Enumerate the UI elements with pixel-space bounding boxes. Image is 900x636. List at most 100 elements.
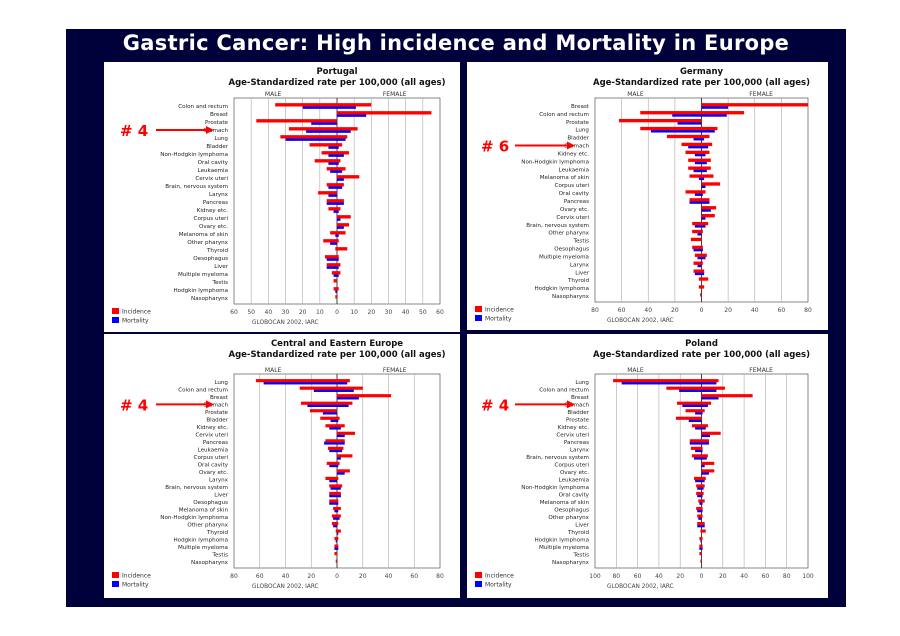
bar-male-incidence-kidney-etc [691,424,702,428]
x-tick-label: 80 [436,573,444,580]
chart-title: Portugal [316,67,357,77]
bar-male-incidence-other-pharynx [692,229,702,234]
category-label-kidney-etc: Kidney etc. [558,151,590,157]
bar-female-mortality-multiple-myeloma [701,546,703,550]
category-label-thyroid: Thyroid [567,530,589,536]
bar-female-incidence-oral-cavity [701,491,704,496]
bar-female-mortality-oesophagus [337,257,339,261]
bar-male-incidence-thyroid [335,529,337,533]
bar-female-incidence-non-hodgkin-lymphoma [701,484,705,488]
bar-female-incidence-oesophagus [337,499,339,503]
bar-male-incidence-pancreas [326,199,337,203]
category-label-prostate: Prostate [566,417,590,423]
legend-label-mortality: Mortality [122,582,149,589]
bar-male-incidence-larynx [318,191,337,195]
bar-male-incidence-pancreas [325,439,337,443]
bar-female-mortality-pancreas [701,200,710,204]
bar-male-mortality-brain-nervous-system [330,486,337,490]
bar-female-incidence-melanoma-of-skin [701,174,714,178]
category-label-breast: Breast [210,395,229,401]
bar-female-incidence-hodgkin-lymphoma [337,536,339,541]
bar-male-mortality-non-hodgkin-lymphoma [697,486,702,490]
bar-female-incidence-multiple-myeloma [337,271,341,275]
bar-female-mortality-breast [701,396,719,400]
bar-female-incidence-oral-cavity [701,190,706,194]
bar-female-incidence-kidney-etc [701,150,710,154]
bar-male-incidence-testis [334,552,337,556]
x-tick-label: 40 [385,573,393,580]
bar-female-incidence-ovary-etc [337,469,350,473]
bar-female-incidence-lung [701,126,718,131]
category-label-testis: Testis [573,553,590,559]
x-tick-label: 60 [230,309,238,316]
bar-female-mortality-liver [701,271,705,276]
chart-panel-poland: Poland Age-Standardized rate per 100,000 … [467,334,828,598]
bar-female-incidence-leukaemia [701,166,711,170]
category-label-stomach: Stomach [564,144,589,150]
arrow-head [206,126,214,134]
bar-female-mortality-oral-cavity [337,464,339,468]
category-label-oral-cavity: Oral cavity [198,462,229,468]
bar-female-mortality-kidney-etc [337,426,341,430]
legend-label-incidence: Incidence [122,573,151,580]
bar-female-incidence-colon-and-rectum [337,386,363,390]
bar-female-incidence-breast [701,103,808,107]
bar-female-mortality-non-hodgkin-lymphoma [701,486,704,490]
category-label-hodgkin-lymphoma: Hodgkin lymphoma [173,538,228,544]
bar-female-incidence-cervix-uteri [701,214,715,218]
bar-male-mortality-leukaemia [693,168,702,173]
bar-female-mortality-stomach [701,145,709,149]
bar-female-incidence-multiple-myeloma [701,253,707,257]
bar-male-incidence-oesophagus [696,506,702,511]
bar-male-mortality-leukaemia [330,169,337,173]
bar-male-mortality-larynx [329,479,337,483]
category-label-prostate: Prostate [205,410,229,416]
bar-female-mortality-colon-and-rectum [701,113,727,117]
bar-male-mortality-non-hodgkin-lymphoma [694,160,702,165]
bar-female-incidence-melanoma-of-skin [337,506,341,511]
category-label-oral-cavity: Oral cavity [559,493,590,499]
bar-male-incidence-hodgkin-lymphoma [333,287,337,291]
bar-female-incidence-oral-cavity [337,159,341,163]
bar-female-incidence-hodgkin-lymphoma [337,287,339,291]
female-label: FEMALE [749,367,773,374]
bar-female-mortality-stomach [337,129,351,133]
category-label-oral-cavity: Oral cavity [559,191,590,197]
x-tick-label: 100 [589,573,601,580]
bar-female-incidence-brain-nervous-system [701,221,709,226]
bar-female-mortality-oesophagus [701,509,703,513]
bar-female-mortality-kidney-etc [701,426,706,430]
bar-male-mortality-prostate [688,418,702,423]
bar-male-mortality-bladder [330,418,337,423]
bar-male-incidence-pancreas [689,198,702,202]
chart-subtitle: Age-Standardized rate per 100,000 (all a… [228,78,445,88]
bar-female-mortality-lung [337,137,346,141]
bar-male-mortality-colon-and-rectum [313,388,337,392]
bar-female-incidence-liver [337,491,341,496]
category-label-lung: Lung [214,380,228,386]
bar-female-incidence-breast [337,394,392,398]
bar-male-mortality-bladder [328,145,337,149]
bar-female-mortality-pancreas [337,201,344,205]
x-tick-label: 100 [802,573,814,580]
bar-male-incidence-stomach [300,401,337,405]
category-label-hodgkin-lymphoma: Hodgkin lymphoma [534,538,589,544]
bar-female-mortality-larynx [701,448,703,453]
bar-male-mortality-larynx [697,263,702,268]
bar-female-incidence-pancreas [337,439,345,443]
legend-swatch-mortality [475,581,482,587]
category-label-liver: Liver [575,523,589,529]
category-label-stomach: Stomach [564,402,589,408]
chart-panel-portugal: Portugal Age-Standardized rate per 100,00… [104,62,460,332]
category-label-testis: Testis [212,280,229,286]
bar-male-incidence-bladder [666,134,702,139]
bar-female-incidence-cervix-uteri [337,175,360,179]
legend-swatch-mortality [475,315,482,321]
bar-female-mortality-brain-nervous-system [701,224,706,228]
bar-female-incidence-stomach [337,127,358,131]
bar-female-incidence-larynx [701,446,703,450]
bar-female-mortality-oral-cavity [701,494,703,498]
male-label: MALE [265,91,282,98]
bar-female-mortality-melanoma-of-skin [337,233,339,237]
